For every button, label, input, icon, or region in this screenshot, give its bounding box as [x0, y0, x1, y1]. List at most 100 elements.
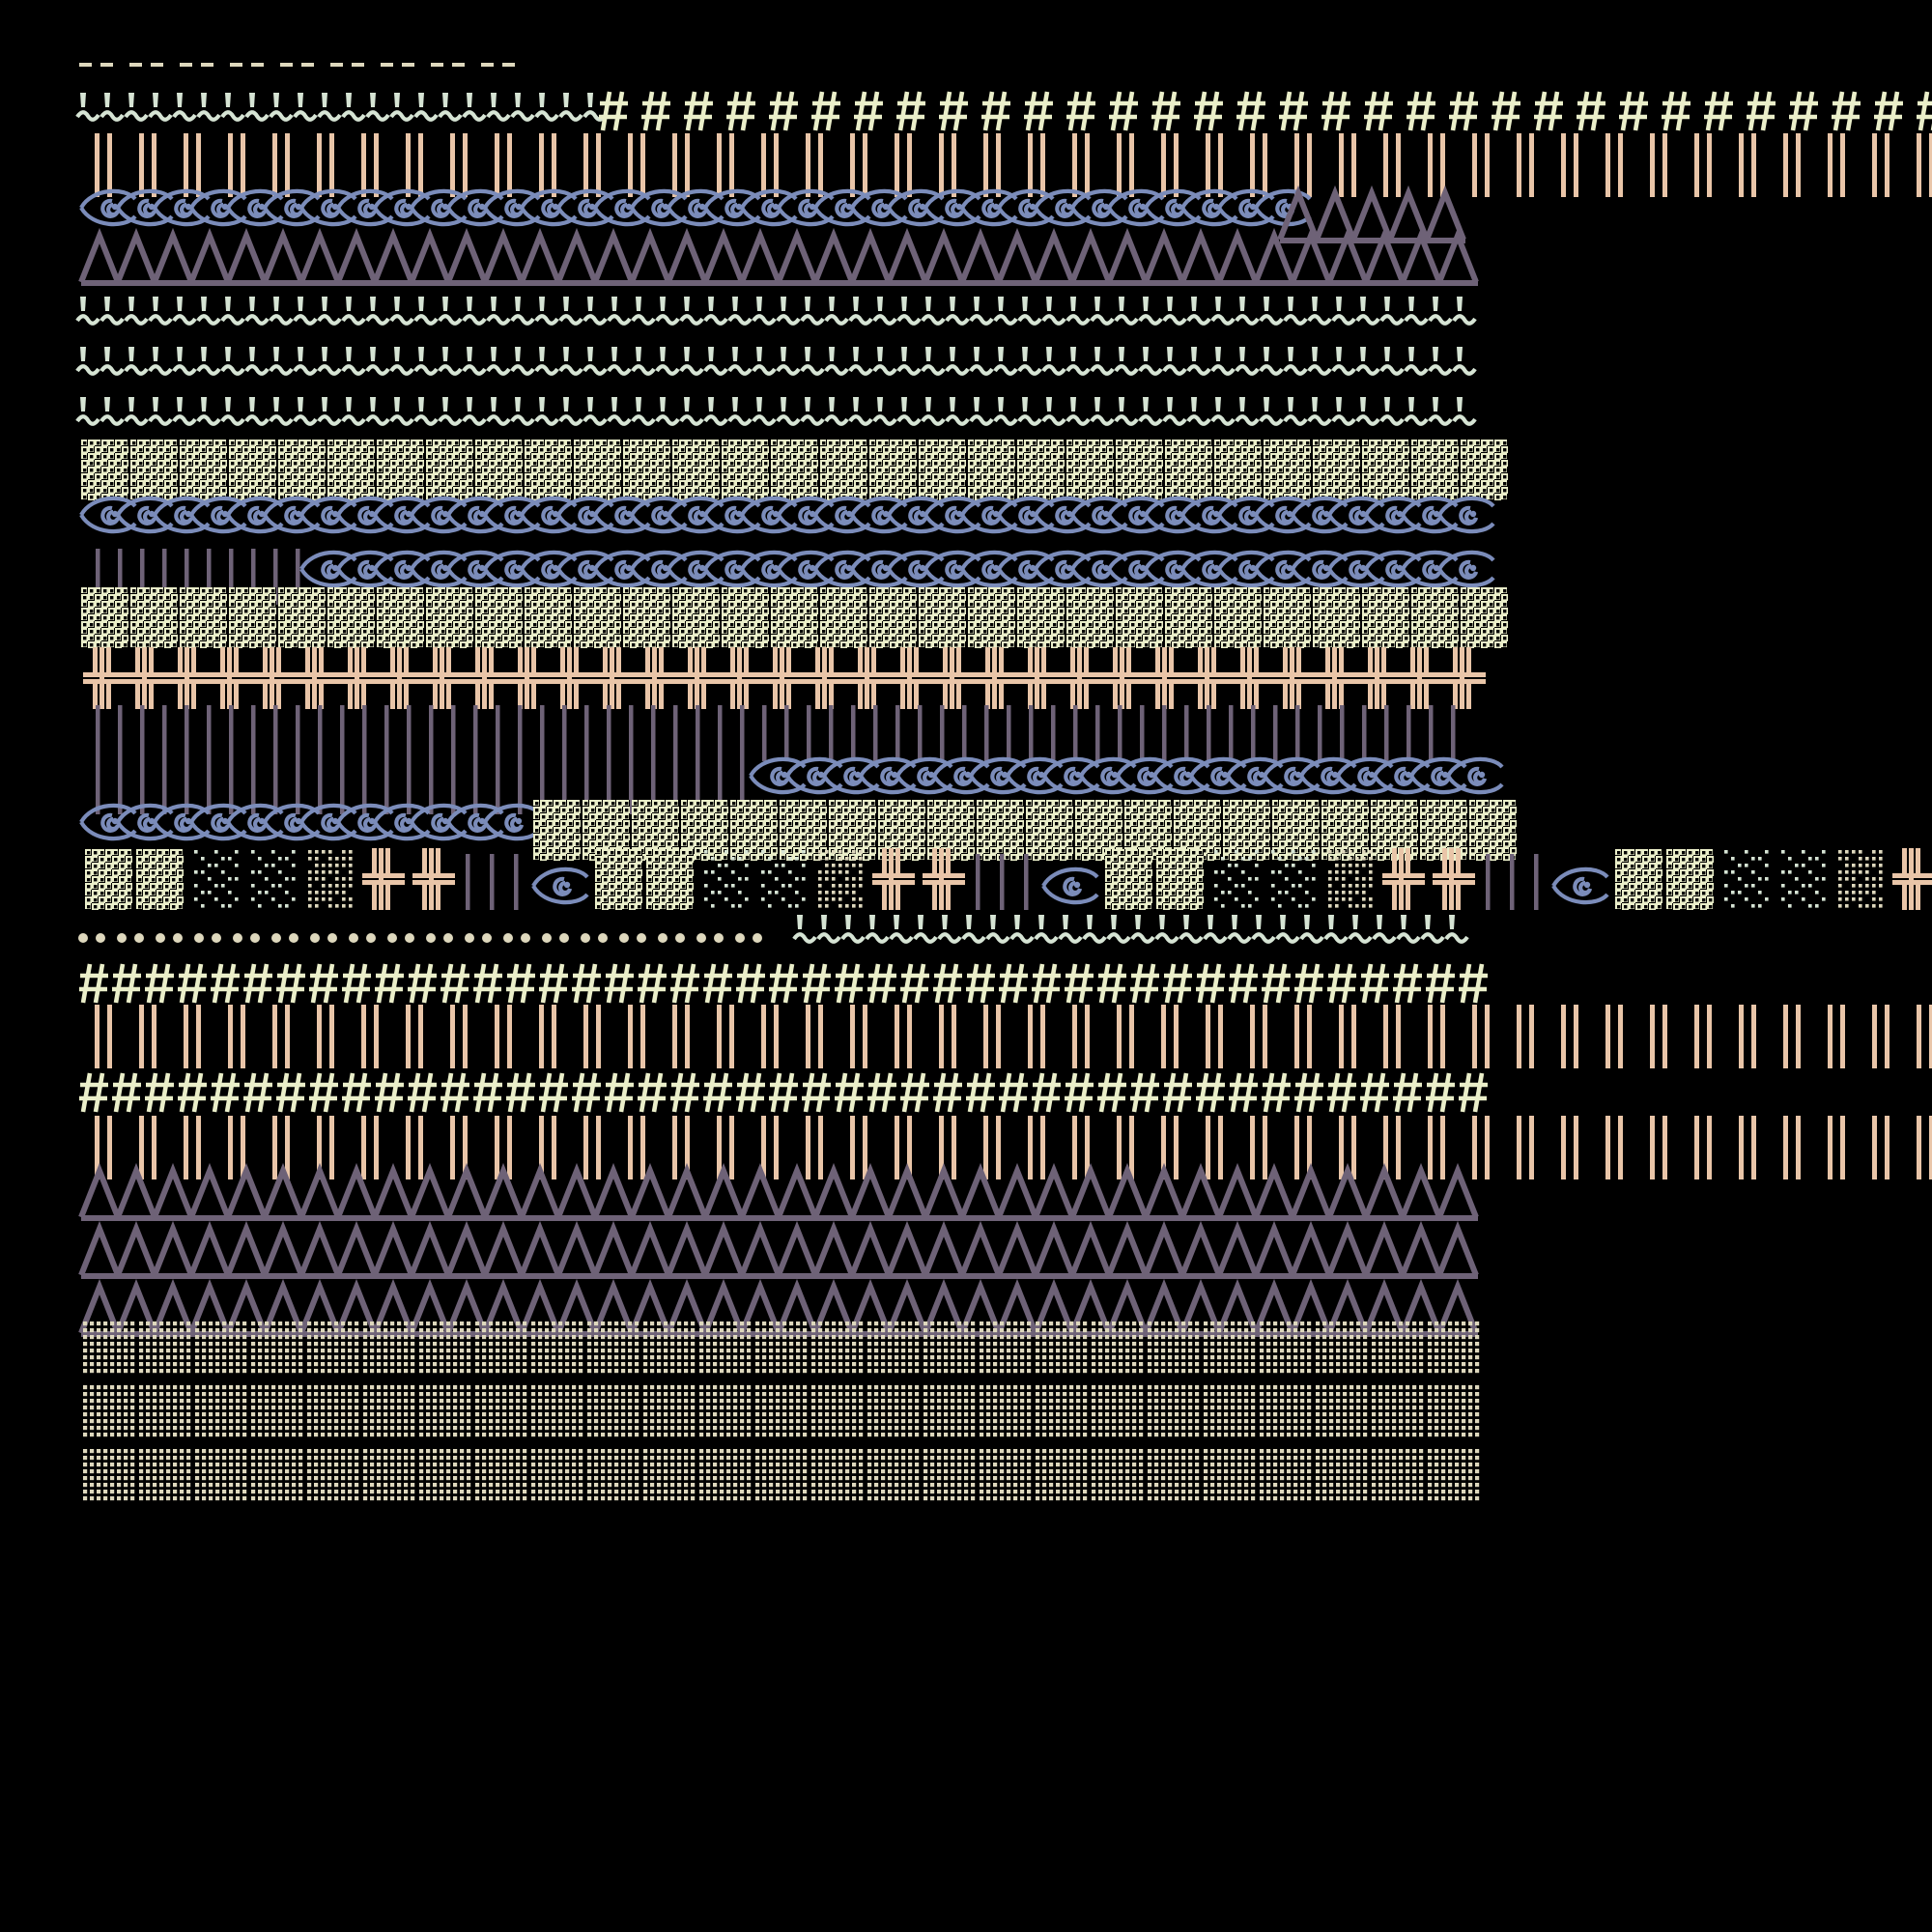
tilde-tick-glyph: [1114, 395, 1140, 434]
double-cross-glyph: [1146, 647, 1188, 709]
zigzag-triangle-glyph: [739, 1220, 781, 1279]
round-dot-pair-glyph: [77, 930, 116, 946]
checkered-rectangle-glyph: [1615, 849, 1662, 910]
tilde-tick-glyph: [389, 91, 415, 129]
thin-tick-bar-glyph: [509, 758, 531, 814]
thin-tick-bar-glyph: [620, 758, 642, 814]
dot-grid-square-glyph: [811, 1385, 866, 1439]
tilde-tick-glyph: [172, 345, 198, 384]
dot-grid-square-glyph: [195, 1449, 249, 1503]
tilde-tick-glyph: [293, 295, 319, 333]
tilde-tick-glyph: [1251, 913, 1277, 952]
tilde-tick-glyph: [1275, 913, 1301, 952]
checkered-rectangle-glyph: [968, 587, 1015, 648]
double-vertical-bar-glyph: [889, 1116, 933, 1179]
tilde-tick-glyph: [631, 395, 657, 434]
tilde-tick-glyph: [1307, 345, 1333, 384]
double-vertical-bar-glyph: [533, 1005, 578, 1068]
thin-tick-bar-glyph: [265, 549, 287, 605]
double-vertical-bar-glyph: [267, 1116, 311, 1179]
tilde-tick-glyph: [389, 395, 415, 434]
double-vertical-bar-glyph: [1022, 1116, 1066, 1179]
tilde-tick-glyph: [921, 345, 947, 384]
double-vertical-bar-glyph: [533, 1116, 578, 1179]
checkered-rectangle-glyph: [278, 440, 326, 500]
zigzag-triangle-glyph: [152, 1162, 194, 1221]
double-vertical-bar-glyph: [1733, 133, 1777, 197]
double-vertical-bar-glyph: [489, 133, 533, 197]
double-cross-glyph: [1358, 647, 1401, 709]
tilde-tick-glyph: [99, 91, 126, 129]
tilde-tick-glyph: [607, 345, 633, 384]
thin-tick-bar-glyph: [687, 758, 709, 814]
dot-grid-square-glyph: [1428, 1385, 1482, 1439]
tilde-tick-glyph: [293, 395, 319, 434]
thin-tick-bar-glyph: [1420, 705, 1442, 761]
dot-grid-square-glyph: [867, 1385, 922, 1439]
tilde-tick-glyph: [1138, 345, 1164, 384]
checkered-rectangle-glyph: [81, 587, 128, 648]
tiny-dash-pair-glyph: [79, 58, 129, 71]
double-vertical-bar-glyph: [1244, 133, 1289, 197]
tilde-tick-glyph: [1428, 295, 1454, 333]
zigzag-triangle-glyph: [923, 1278, 965, 1337]
zigzag-triangle-glyph: [1253, 1162, 1295, 1221]
tiny-dash-pair-glyph: [180, 58, 230, 71]
dot-grid-square-glyph: [1260, 1321, 1314, 1376]
hash-glyph: [933, 961, 966, 1006]
zigzag-triangle-glyph: [996, 227, 1038, 286]
zigzag-triangle-glyph: [1069, 227, 1112, 286]
zigzag-triangle-glyph: [1216, 1220, 1259, 1279]
tilde-tick-glyph: [220, 345, 246, 384]
thin-tick-bar-glyph: [709, 705, 731, 761]
hash-glyph: [1024, 89, 1057, 133]
thin-tick-bar-glyph: [953, 705, 976, 761]
tilde-tick-glyph: [1186, 345, 1212, 384]
zigzag-triangle-glyph: [849, 1220, 892, 1279]
double-vertical-bar-glyph: [1866, 1005, 1911, 1068]
double-vertical-bar-glyph: [1333, 1005, 1378, 1068]
hash-glyph: [939, 89, 972, 133]
hash-glyph: [900, 961, 933, 1006]
zigzag-triangle-glyph: [115, 1220, 157, 1279]
tilde-tick-glyph: [438, 345, 464, 384]
tilde-tick-glyph: [341, 295, 367, 333]
tilde-tick-glyph: [945, 345, 971, 384]
thin-tick-bar-glyph: [465, 758, 487, 814]
zigzag-triangle-glyph: [592, 1220, 635, 1279]
tilde-tick-glyph: [921, 295, 947, 333]
double-cross-glyph: [412, 848, 455, 910]
dot-grid-square-glyph: [867, 1321, 922, 1376]
tilde-tick-glyph: [486, 295, 512, 333]
tilde-tick-glyph: [679, 345, 705, 384]
tilde-tick-glyph: [1404, 345, 1430, 384]
double-vertical-bar-glyph: [1911, 1116, 1932, 1179]
checkered-rectangle-glyph: [1272, 800, 1320, 861]
double-vertical-bar-glyph: [1200, 1116, 1244, 1179]
zigzag-triangle-glyph: [482, 1162, 525, 1221]
tilde-tick-glyph: [1082, 913, 1108, 952]
zigzag-triangle-glyph: [372, 1278, 414, 1337]
hash-glyph: [1097, 1070, 1130, 1115]
dot-grid-square-glyph: [307, 1321, 361, 1376]
dot-grid-square-glyph: [699, 1321, 753, 1376]
hash-glyph: [1032, 961, 1065, 1006]
double-cross-glyph: [933, 647, 976, 709]
tilde-tick-glyph: [631, 295, 657, 333]
tilde-tick-glyph: [196, 345, 222, 384]
tilde-tick-glyph: [1227, 913, 1253, 952]
double-vertical-bar-glyph: [1644, 1116, 1689, 1179]
double-vertical-bar-glyph: [578, 133, 622, 197]
zigzag-triangle-glyph: [1436, 1162, 1479, 1221]
hash-glyph: [1426, 1070, 1459, 1115]
zigzag-triangle-glyph: [445, 1162, 488, 1221]
zigzag-triangle-glyph: [629, 1220, 671, 1279]
thin-tick-bar-glyph: [87, 758, 109, 814]
band-hash-2: [79, 961, 1492, 1006]
tilde-tick-glyph: [993, 345, 1019, 384]
zigzag-triangle-glyph: [996, 1278, 1038, 1337]
checkered-rectangle-glyph: [278, 587, 326, 648]
tilde-tick-glyph: [752, 295, 778, 333]
dot-grid-square-glyph: [699, 1449, 753, 1503]
zigzag-triangle-glyph: [188, 1162, 231, 1221]
